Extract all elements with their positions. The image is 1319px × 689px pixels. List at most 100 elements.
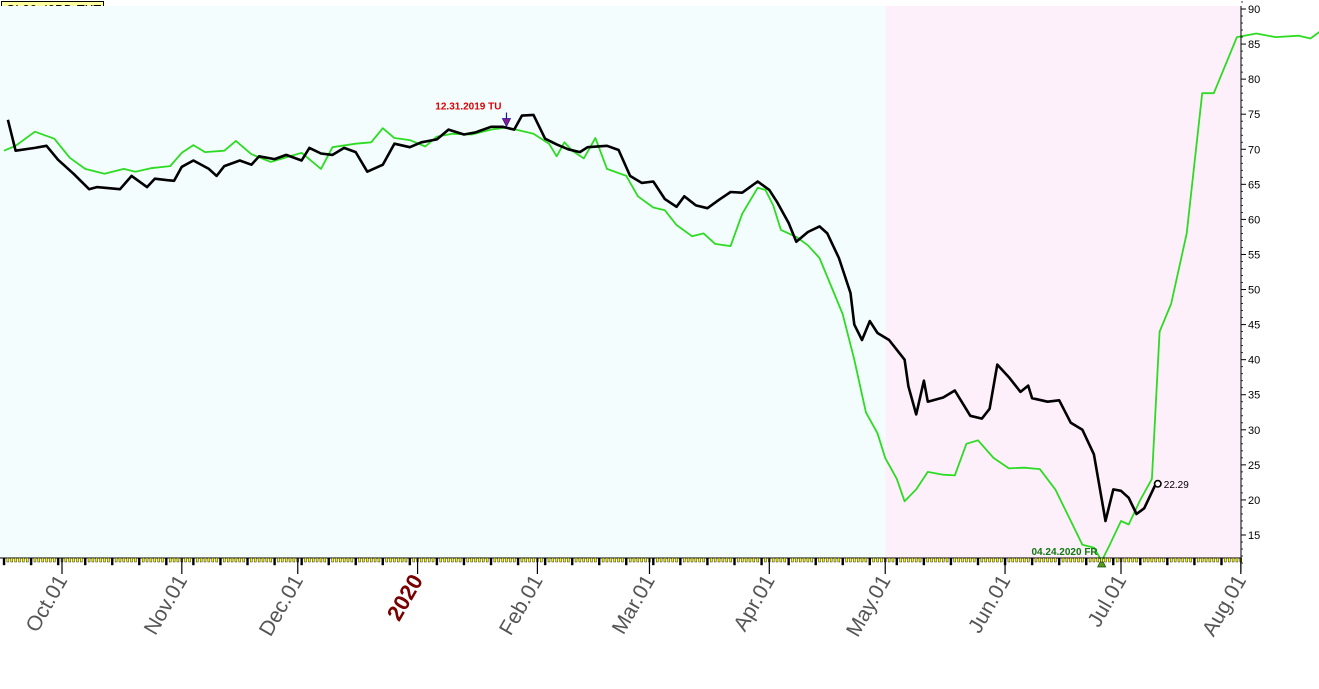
x-minor-tick [702, 557, 705, 563]
x-minor-tick [37, 557, 41, 563]
x-minor-tick [1158, 557, 1161, 563]
y-tick-label-60: 60 [1248, 214, 1260, 226]
x-minor-tick [95, 557, 98, 563]
x-minor-tick [679, 557, 682, 566]
x-minor-tick [934, 557, 937, 563]
x-minor-tick [493, 557, 497, 563]
x-minor-tick [598, 557, 601, 566]
x-minor-tick [574, 557, 578, 563]
x-minor-tick [219, 557, 222, 566]
x-tick-label-nov-01: Nov.01 [140, 571, 192, 639]
x-minor-tick [799, 557, 802, 563]
x-minor-tick [706, 557, 709, 566]
x-minor-tick [980, 557, 984, 563]
x-minor-tick [547, 557, 551, 563]
x-minor-tick [1092, 557, 1096, 563]
x-minor-tick [625, 557, 628, 566]
x-minor-tick [899, 557, 902, 563]
x-minor-tick [501, 557, 504, 563]
x-minor-tick [300, 557, 303, 566]
x-minor-tick [277, 557, 280, 563]
x-minor-tick [1007, 557, 1011, 563]
x-minor-tick [455, 557, 458, 563]
x-tick-label-jun-01: Jun.01 [964, 571, 1015, 637]
x-minor-tick [516, 557, 520, 566]
x-minor-tick [1224, 557, 1227, 563]
x-minor-tick [942, 557, 945, 563]
x-minor-tick [1112, 557, 1115, 566]
x-minor-tick [891, 557, 895, 563]
x-minor-tick [1015, 557, 1018, 563]
x-minor-tick [319, 557, 323, 563]
x-minor-tick [431, 557, 435, 563]
x-tick-label-jul-01: Jul.01 [1083, 571, 1131, 631]
x-minor-tick [822, 557, 825, 563]
x-minor-tick [1216, 557, 1219, 563]
y-tick-label-85: 85 [1248, 39, 1260, 51]
x-minor-tick [694, 557, 698, 563]
x-minor-tick [64, 557, 68, 563]
y-tick-label-75: 75 [1248, 109, 1260, 121]
x-minor-tick [223, 557, 226, 563]
x-minor-tick [339, 557, 342, 563]
y-tick-label-35: 35 [1248, 390, 1260, 402]
x-minor-tick [327, 557, 330, 566]
x-minor-tick [196, 557, 199, 563]
x-minor-tick [532, 557, 535, 563]
x-minor-tick [1115, 557, 1119, 563]
x-minor-tick [675, 557, 678, 563]
x-minor-tick [226, 557, 230, 563]
y-tick-label-20: 20 [1248, 495, 1260, 507]
x-minor-tick [1212, 557, 1215, 563]
x-minor-tick [652, 557, 655, 566]
x-minor-tick [273, 557, 276, 566]
x-minor-tick [1104, 557, 1107, 563]
x-minor-tick [1173, 557, 1177, 563]
x-minor-tick [1177, 557, 1181, 563]
x-minor-tick [1208, 557, 1212, 563]
x-minor-tick [10, 557, 13, 563]
x-minor-tick [246, 557, 249, 566]
x-minor-tick [713, 557, 717, 563]
x-minor-tick [304, 557, 307, 563]
x-minor-tick [234, 557, 238, 563]
x-minor-tick [725, 557, 728, 563]
x-minor-tick [1220, 557, 1223, 566]
x-minor-tick [771, 557, 775, 563]
x-minor-tick [350, 557, 354, 563]
x-minor-tick [72, 557, 75, 563]
x-minor-tick [636, 557, 640, 563]
x-minor-tick [1077, 557, 1080, 563]
x-minor-tick [559, 557, 562, 563]
x-minor-tick [153, 557, 156, 563]
x-minor-tick [1011, 557, 1014, 563]
x-minor-tick [563, 557, 566, 563]
x-minor-tick [111, 557, 114, 566]
x-minor-tick [393, 557, 396, 563]
low-marker-3 [1097, 558, 1107, 568]
x-minor-tick [404, 557, 408, 563]
x-minor-tick [1200, 557, 1204, 563]
y-tick-label-45: 45 [1248, 320, 1260, 332]
x-minor-tick [381, 557, 384, 566]
x-minor-tick [748, 557, 752, 563]
x-minor-tick [1108, 557, 1111, 563]
x-minor-tick [134, 557, 137, 563]
x-tick-label-may-01: May.01 [842, 571, 896, 641]
x-minor-tick [918, 557, 922, 563]
x-tick-label-dec-01: Dec.01 [255, 571, 308, 640]
x-minor-tick [509, 557, 512, 563]
x-minor-tick [176, 557, 180, 563]
x-minor-tick [41, 557, 44, 563]
x-minor-tick [605, 557, 609, 563]
x-minor-tick [721, 557, 725, 563]
x-minor-tick [466, 557, 470, 563]
x-minor-tick [87, 557, 91, 563]
x-minor-tick [462, 557, 466, 566]
x-minor-tick [524, 557, 527, 563]
x-minor-tick [1150, 557, 1154, 563]
x-minor-tick [864, 557, 868, 563]
x-tick-label-2020: 2020 [382, 570, 428, 625]
x-minor-tick [505, 557, 508, 563]
x-minor-tick [478, 557, 481, 563]
